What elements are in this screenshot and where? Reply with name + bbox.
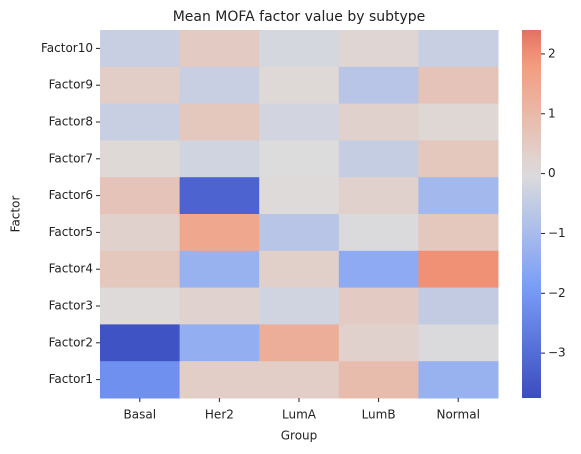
- y-tick-label: Factor4: [49, 262, 93, 276]
- heatmap-cell: [179, 287, 260, 325]
- y-tick-label: Factor1: [49, 372, 93, 386]
- heatmap-cell: [179, 66, 260, 105]
- heatmap-cell: [259, 66, 340, 105]
- y-tick-label: Factor6: [49, 188, 93, 202]
- heatmap-cell: [418, 177, 499, 215]
- heatmap-cell: [179, 140, 260, 178]
- heatmap-cell: [418, 30, 499, 68]
- heatmap-cell: [179, 103, 260, 141]
- colorbar-tick-label: −2: [548, 286, 566, 300]
- heatmap-cell: [179, 30, 260, 68]
- heatmap-cell: [418, 214, 499, 252]
- heatmap-cell: [338, 324, 419, 362]
- heatmap-cell: [100, 103, 181, 141]
- y-axis-label: Factor: [9, 196, 23, 233]
- heatmap-cell: [338, 30, 419, 68]
- heatmap-cell: [259, 214, 340, 252]
- heatmap-cell: [338, 250, 419, 289]
- heatmap-cell: [418, 140, 499, 178]
- heatmap-cell: [179, 324, 260, 362]
- heatmap-cell: [418, 250, 499, 289]
- x-tick-label: LumB: [362, 408, 396, 422]
- heatmap-cell: [259, 287, 340, 325]
- y-tick-label: Factor2: [49, 335, 93, 349]
- x-tick-label: Basal: [124, 408, 157, 422]
- y-tick-label: Factor8: [49, 115, 93, 129]
- heatmap-cell: [338, 361, 419, 399]
- y-tick-label: Factor9: [49, 78, 93, 92]
- heatmap-cell: [100, 214, 181, 252]
- y-tick-label: Factor3: [49, 299, 93, 313]
- x-tick-label: Normal: [436, 408, 479, 422]
- heatmap-cell: [259, 140, 340, 178]
- heatmap-cell: [338, 287, 419, 325]
- heatmap-cell: [100, 177, 181, 215]
- y-tick-label: Factor10: [41, 41, 93, 55]
- heatmap-cell: [100, 250, 181, 289]
- heatmap-cell: [418, 324, 499, 362]
- heatmap-cell: [259, 324, 340, 362]
- heatmap-cell: [338, 140, 419, 178]
- heatmap-cell: [259, 177, 340, 215]
- colorbar-tick-label: 2: [548, 46, 556, 60]
- heatmap-cell: [418, 361, 499, 399]
- colorbar-tick-label: 1: [548, 106, 556, 120]
- x-axis-label: Group: [281, 429, 318, 443]
- colorbar-tick-label: −3: [548, 346, 566, 360]
- x-tick-label: Her2: [205, 408, 234, 422]
- heatmap-cell: [259, 30, 340, 68]
- heatmap-cell: [259, 361, 340, 399]
- heatmap-cell: [179, 214, 260, 252]
- heatmap-cell: [179, 361, 260, 399]
- heatmap-cell: [418, 287, 499, 325]
- heatmap-cell: [100, 66, 181, 105]
- heatmap-cell: [338, 214, 419, 252]
- heatmap-cell: [259, 103, 340, 141]
- heatmap-cell: [100, 30, 181, 68]
- y-tick-label: Factor5: [49, 225, 93, 239]
- heatmap-cell: [100, 140, 181, 178]
- heatmap-cell: [179, 250, 260, 289]
- heatmap-cell: [179, 177, 260, 215]
- heatmap-cell: [418, 66, 499, 105]
- heatmap-cell: [259, 250, 340, 289]
- x-tick-label: LumA: [282, 408, 317, 422]
- heatmap-cell: [100, 361, 181, 399]
- heatmap-cell: [100, 287, 181, 325]
- heatmap-cell: [418, 103, 499, 141]
- heatmap-cell: [338, 177, 419, 215]
- heatmap-cell: [338, 66, 419, 105]
- y-tick-label: Factor7: [49, 151, 93, 165]
- heatmap-cell: [338, 103, 419, 141]
- chart-title: Mean MOFA factor value by subtype: [173, 9, 426, 25]
- colorbar-tick-label: 0: [548, 166, 556, 180]
- heatmap-cell: [100, 324, 181, 362]
- colorbar-tick-label: −1: [548, 226, 566, 240]
- colorbar: [522, 30, 541, 398]
